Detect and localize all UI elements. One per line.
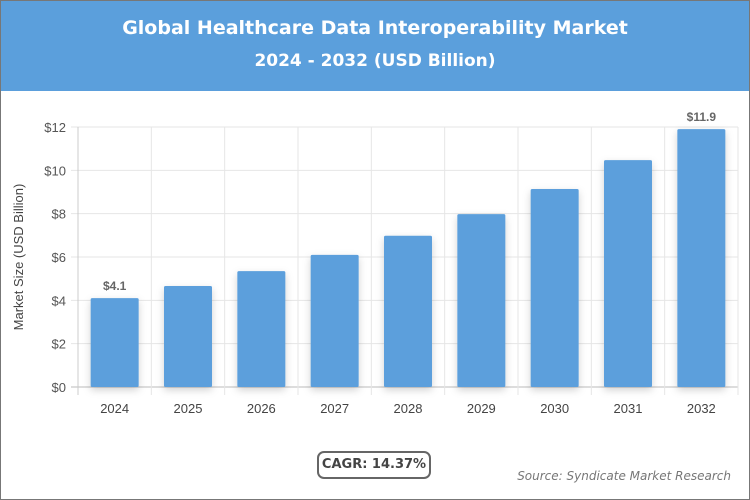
y-tick-label: $2 <box>52 337 66 352</box>
x-tick-label: 2030 <box>540 401 569 416</box>
source-note: Source: Syndicate Market Research <box>517 469 731 483</box>
bar-2024 <box>90 298 139 387</box>
x-tick-label: 2025 <box>174 401 203 416</box>
x-tick-label: 2027 <box>320 401 349 416</box>
x-tick-label: 2032 <box>687 401 716 416</box>
bar-2032 <box>677 129 726 387</box>
x-tick-label: 2026 <box>247 401 276 416</box>
cagr-badge: CAGR: 14.37% <box>317 451 431 479</box>
x-tick-label: 2029 <box>467 401 496 416</box>
y-tick-label: $0 <box>52 380 66 395</box>
data-label: $4.1 <box>103 279 127 293</box>
y-tick-label: $6 <box>52 250 66 265</box>
x-tick-label: 2031 <box>614 401 643 416</box>
bar-2029 <box>457 214 506 387</box>
bar-2025 <box>164 286 212 387</box>
bar-2026 <box>237 271 286 387</box>
y-tick-label: $12 <box>44 120 66 135</box>
y-tick-label: $4 <box>52 293 66 308</box>
chart-header: Global Healthcare Data Interoperability … <box>1 1 749 91</box>
bar-2031 <box>604 160 652 387</box>
y-tick-label: $8 <box>52 207 66 222</box>
chart-subtitle: 2024 - 2032 (USD Billion) <box>254 51 496 71</box>
chart-title: Global Healthcare Data Interoperability … <box>122 17 628 39</box>
x-tick-label: 2028 <box>394 401 423 416</box>
data-label: $11.9 <box>687 110 717 124</box>
bar-2030 <box>530 188 579 387</box>
bar-2028 <box>384 235 432 387</box>
x-tick-label: 2024 <box>100 401 129 416</box>
y-axis-label: Market Size (USD Billion) <box>11 184 26 331</box>
bar-2027 <box>310 254 359 387</box>
y-tick-label: $10 <box>44 163 66 178</box>
